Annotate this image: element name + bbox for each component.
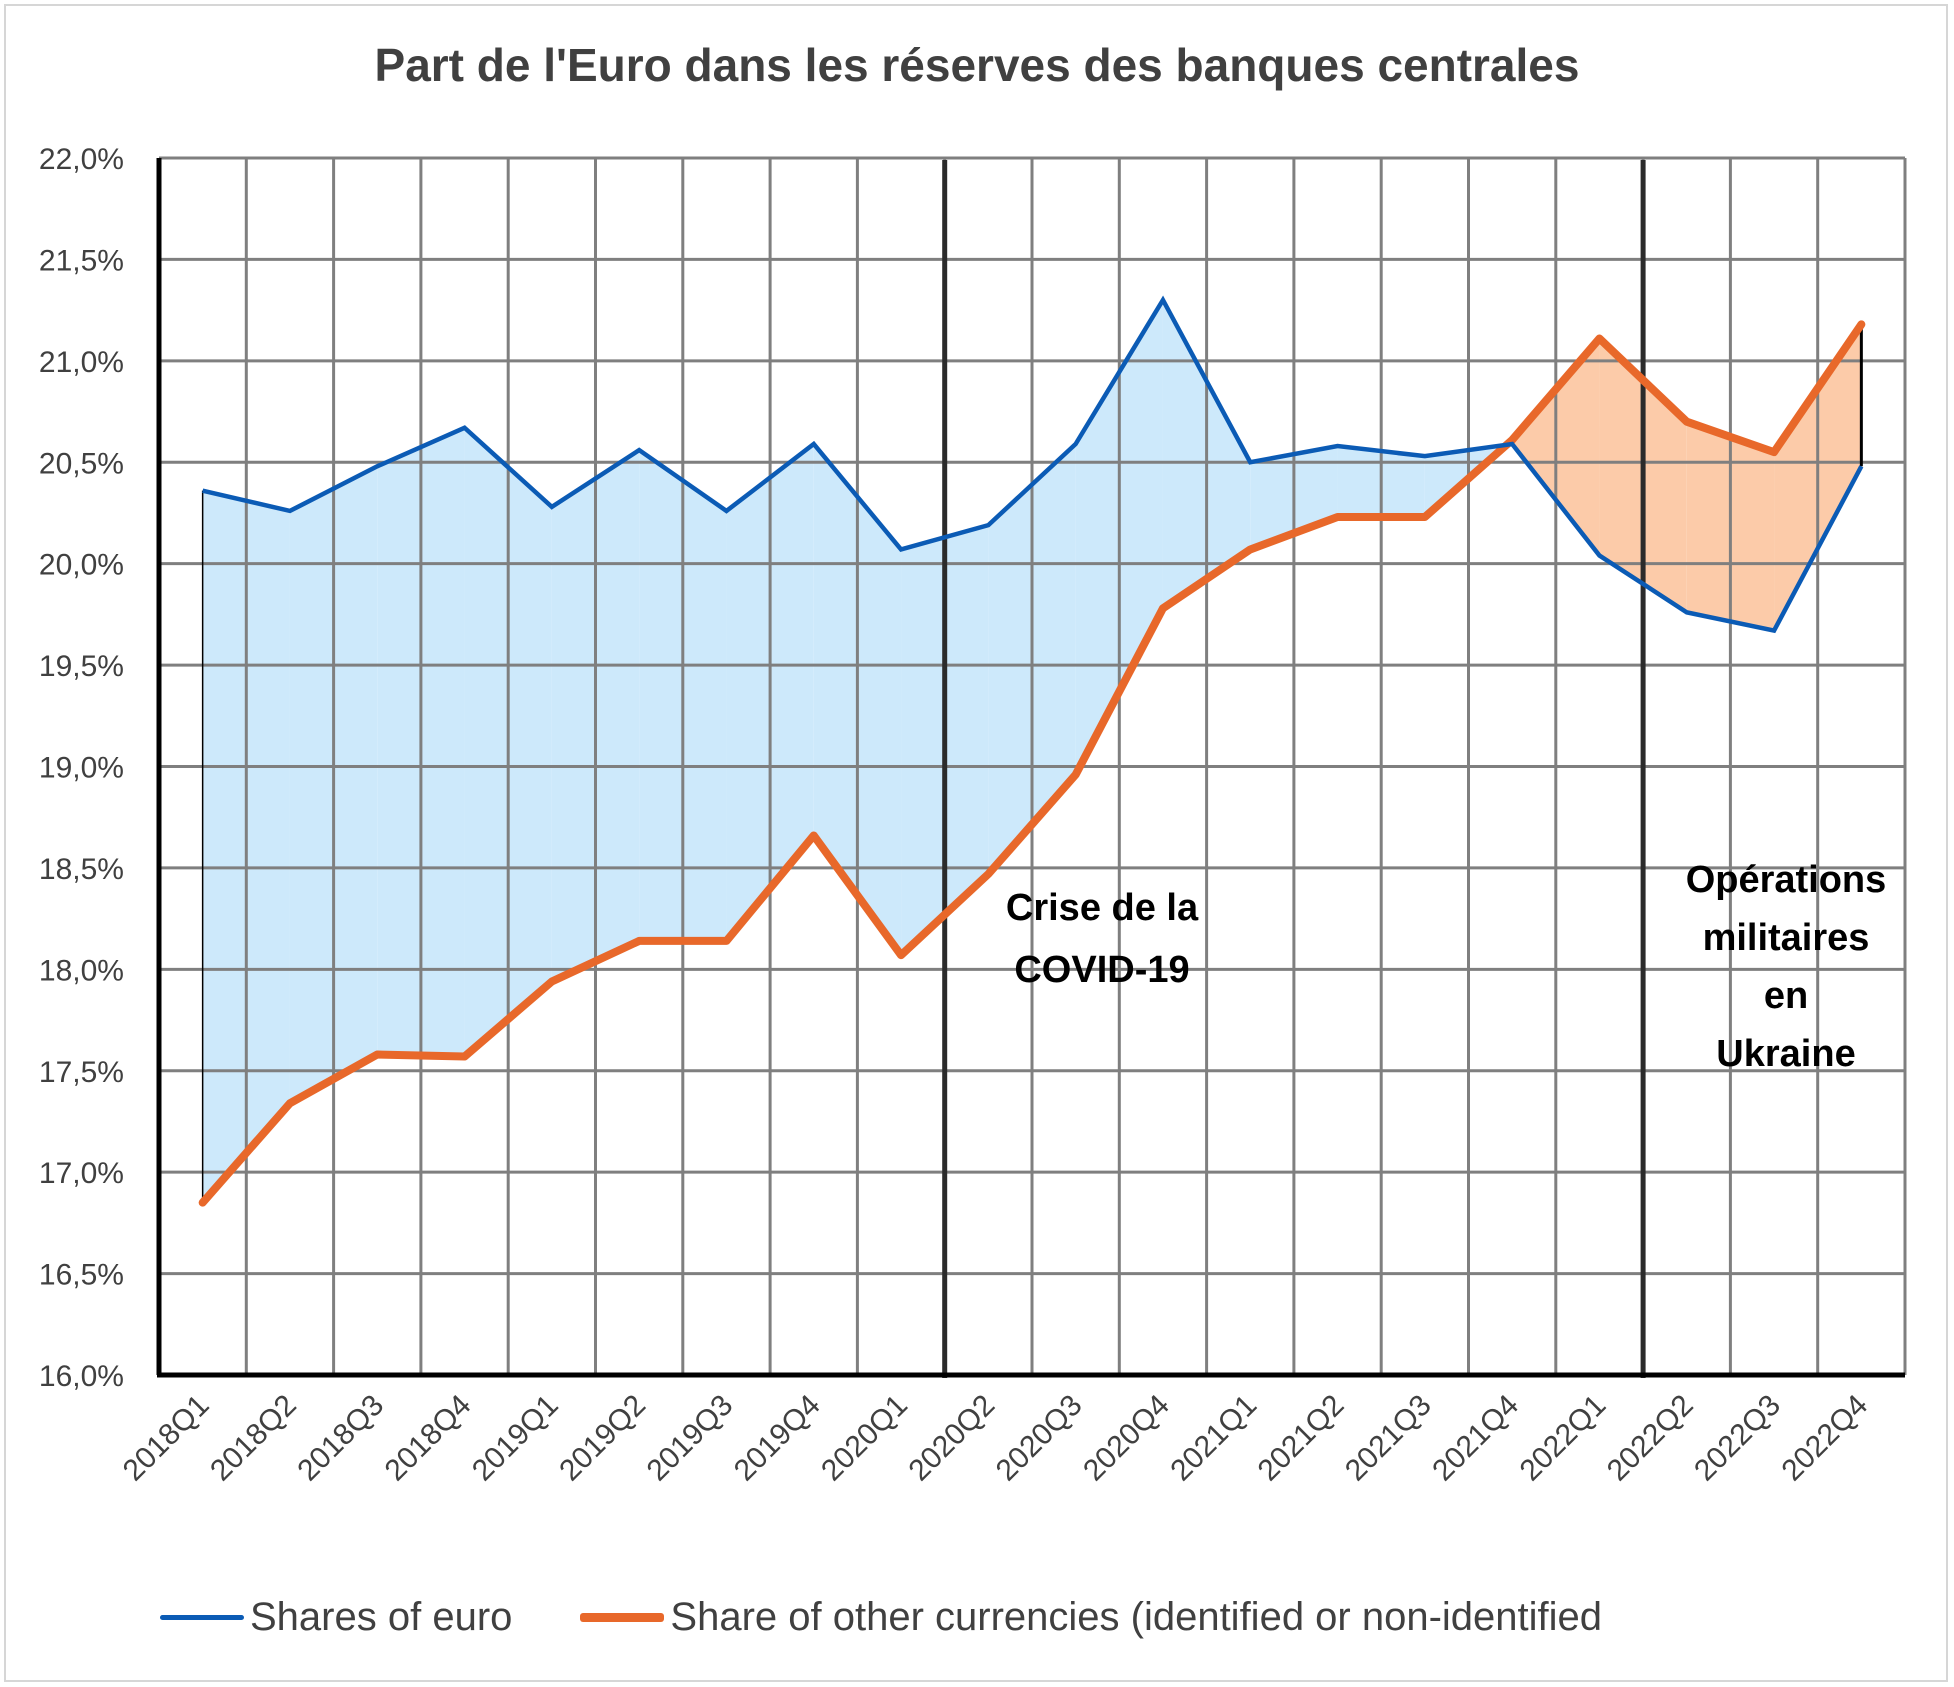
annotation-ukraine: Opérations (1686, 859, 1887, 901)
x-tick-label: 2019Q1 (466, 1389, 565, 1488)
x-axis-ticks: 2018Q12018Q22018Q32018Q42019Q12019Q22019… (117, 1389, 1875, 1488)
series-line-other (198, 320, 1866, 1207)
legend-swatch-euro-icon (160, 1614, 244, 1620)
x-tick-label: 2022Q1 (1514, 1389, 1613, 1488)
annotation-ukraine: en (1764, 975, 1808, 1017)
x-tick-label: 2019Q4 (728, 1389, 827, 1488)
x-tick-label: 2018Q4 (379, 1389, 478, 1488)
x-tick-label: 2020Q3 (990, 1389, 1089, 1488)
legend-item-euro: Shares of euro (160, 1595, 512, 1640)
x-tick-label: 2022Q2 (1601, 1389, 1700, 1488)
y-tick-label: 21,5% (39, 244, 124, 277)
x-tick-label: 2022Q4 (1775, 1389, 1874, 1488)
x-tick-label: 2018Q1 (117, 1389, 216, 1488)
y-tick-label: 22,0% (39, 143, 124, 176)
x-tick-label: 2018Q3 (291, 1389, 390, 1488)
chart-title: Part de l'Euro dans les réserves des ban… (374, 39, 1580, 91)
legend-swatch-other-icon (580, 1612, 665, 1622)
annotation-ukraine: militaires (1703, 917, 1870, 959)
legend-item-other: Share of other currencies (identified or… (580, 1595, 1602, 1640)
y-tick-label: 18,0% (39, 954, 124, 987)
y-tick-label: 17,0% (39, 1157, 124, 1190)
x-tick-label: 2020Q2 (902, 1389, 1001, 1488)
x-tick-label: 2021Q2 (1252, 1389, 1351, 1488)
y-tick-label: 17,5% (39, 1056, 124, 1089)
legend-label-euro: Shares of euro (250, 1594, 513, 1639)
y-tick-label: 16,0% (39, 1360, 124, 1393)
y-tick-label: 21,0% (39, 346, 124, 379)
legend: Shares of euro Share of other currencies… (160, 1592, 1670, 1642)
x-tick-label: 2022Q3 (1688, 1389, 1787, 1488)
data-series (198, 295, 1866, 1207)
x-tick-label: 2020Q1 (815, 1389, 914, 1488)
y-tick-label: 19,5% (39, 650, 124, 683)
x-tick-label: 2021Q3 (1339, 1389, 1438, 1488)
y-tick-label: 18,5% (39, 853, 124, 886)
y-tick-label: 20,5% (39, 447, 124, 480)
y-tick-label: 16,5% (39, 1259, 124, 1292)
x-tick-label: 2021Q4 (1426, 1389, 1525, 1488)
annotations: Crise de la COVID-19 Opérations militaires e… (1006, 859, 1886, 1075)
x-tick-label: 2018Q2 (204, 1389, 303, 1488)
annotation-ukraine: Ukraine (1716, 1033, 1855, 1075)
x-tick-label: 2021Q1 (1164, 1389, 1263, 1488)
y-tick-label: 19,0% (39, 752, 124, 785)
x-tick-label: 2020Q4 (1077, 1389, 1176, 1488)
event-lines (942, 160, 1646, 1378)
legend-label-other: Share of other currencies (identified or… (670, 1594, 1603, 1639)
y-tick-label: 20,0% (39, 549, 124, 582)
x-tick-label: 2019Q3 (641, 1389, 740, 1488)
annotation-covid: Crise de la (1006, 887, 1199, 929)
x-tick-label: 2019Q2 (553, 1389, 652, 1488)
axes (156, 158, 1905, 1378)
annotation-covid: COVID-19 (1014, 949, 1189, 991)
series-line-euro (202, 295, 1864, 634)
y-axis-ticks: 16,0% 16,5% 17,0% 17,5% 18,0% 18,5% 19,0% 19,5%… (39, 143, 124, 1393)
